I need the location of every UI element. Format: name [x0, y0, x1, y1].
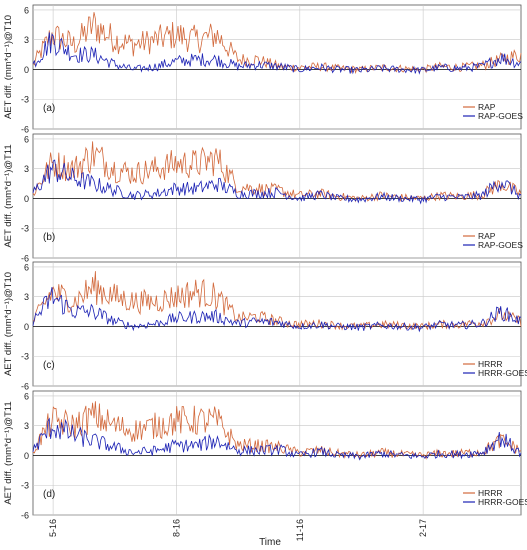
y-tick-label: 3	[24, 164, 29, 174]
series-line-1	[32, 271, 522, 332]
y-tick-label: -3	[21, 481, 29, 491]
y-tick-label: -6	[21, 125, 29, 135]
panel-label: (c)	[43, 360, 55, 371]
legend-entry: HRRR-GOES	[478, 497, 527, 507]
series-line-2	[32, 32, 522, 75]
x-tick-label: 11-16	[295, 519, 305, 541]
panel-label: (d)	[43, 489, 55, 500]
legend-entry: HRRR-GOES	[478, 368, 527, 378]
plot-area	[32, 390, 522, 516]
x-tick-label: 2-17	[418, 519, 428, 537]
y-tick-label: 6	[24, 134, 29, 144]
series-line-2	[32, 417, 522, 461]
legend-entry: HRRR	[478, 488, 503, 498]
y-tick-label: 6	[24, 262, 29, 272]
panel-3: -6 -3 0 3 6 AET diff. (mm*d⁻¹)@T10 (c) HRRRHRRR…	[3, 261, 527, 392]
x-tick-label: 5-16	[48, 519, 58, 537]
legend-entry: RAP-GOES	[478, 111, 523, 121]
y-tick-label: -3	[21, 95, 29, 105]
y-tick-label: -3	[21, 352, 29, 362]
panel-label: (a)	[43, 103, 55, 114]
y-tick-label: -6	[21, 511, 29, 521]
series-line-2	[32, 287, 522, 333]
y-tick-label: -6	[21, 382, 29, 392]
legend-entry: HRRR	[478, 359, 503, 369]
series-line-1	[32, 401, 522, 460]
panel-2: -6 -3 0 3 6 AET diff. (mm*d⁻¹)@T11 (b) RAPRAP-G…	[3, 133, 523, 264]
y-tick-label: 3	[24, 292, 29, 302]
panel-label: (b)	[43, 232, 55, 243]
y-tick-label: -6	[21, 254, 29, 264]
y-tick-label: 0	[24, 194, 29, 204]
y-tick-label: 0	[24, 322, 29, 332]
y-tick-label: 3	[24, 35, 29, 45]
y-axis-label: AET diff. (mm*d⁻¹)@T10	[3, 15, 14, 119]
panel-1: -6 -3 0 3 6 AET diff. (mm*d⁻¹)@T10 (a) RAPRAP-G…	[3, 4, 523, 135]
x-axis: 5-16 8-16 11-16 2-17	[48, 519, 428, 541]
y-axis-label: AET diff. (mm*d⁻¹)@T11	[3, 144, 14, 247]
y-tick-label: 0	[24, 451, 29, 461]
x-tick-label: 8-16	[171, 519, 181, 537]
x-axis-label: Time	[259, 537, 281, 548]
legend-entry: RAP	[478, 231, 496, 241]
y-tick-label: 6	[24, 5, 29, 15]
y-tick-label: 3	[24, 421, 29, 431]
legend-entry: RAP-GOES	[478, 240, 523, 250]
y-axis-label: AET diff. (mm*d⁻¹)@T11	[3, 401, 14, 504]
legend-entry: RAP	[478, 102, 496, 112]
panel-4: -6 -3 0 3 6 AET diff. (mm*d⁻¹)@T11 (d) HRRRHRRR…	[3, 390, 527, 521]
y-tick-label: -3	[21, 224, 29, 234]
y-axis-label: AET diff. (mm*d⁻¹)@T10	[3, 272, 14, 376]
series-line-2	[32, 159, 522, 205]
plot-area	[32, 133, 522, 259]
y-tick-label: 0	[24, 65, 29, 75]
y-tick-label: 6	[24, 391, 29, 401]
